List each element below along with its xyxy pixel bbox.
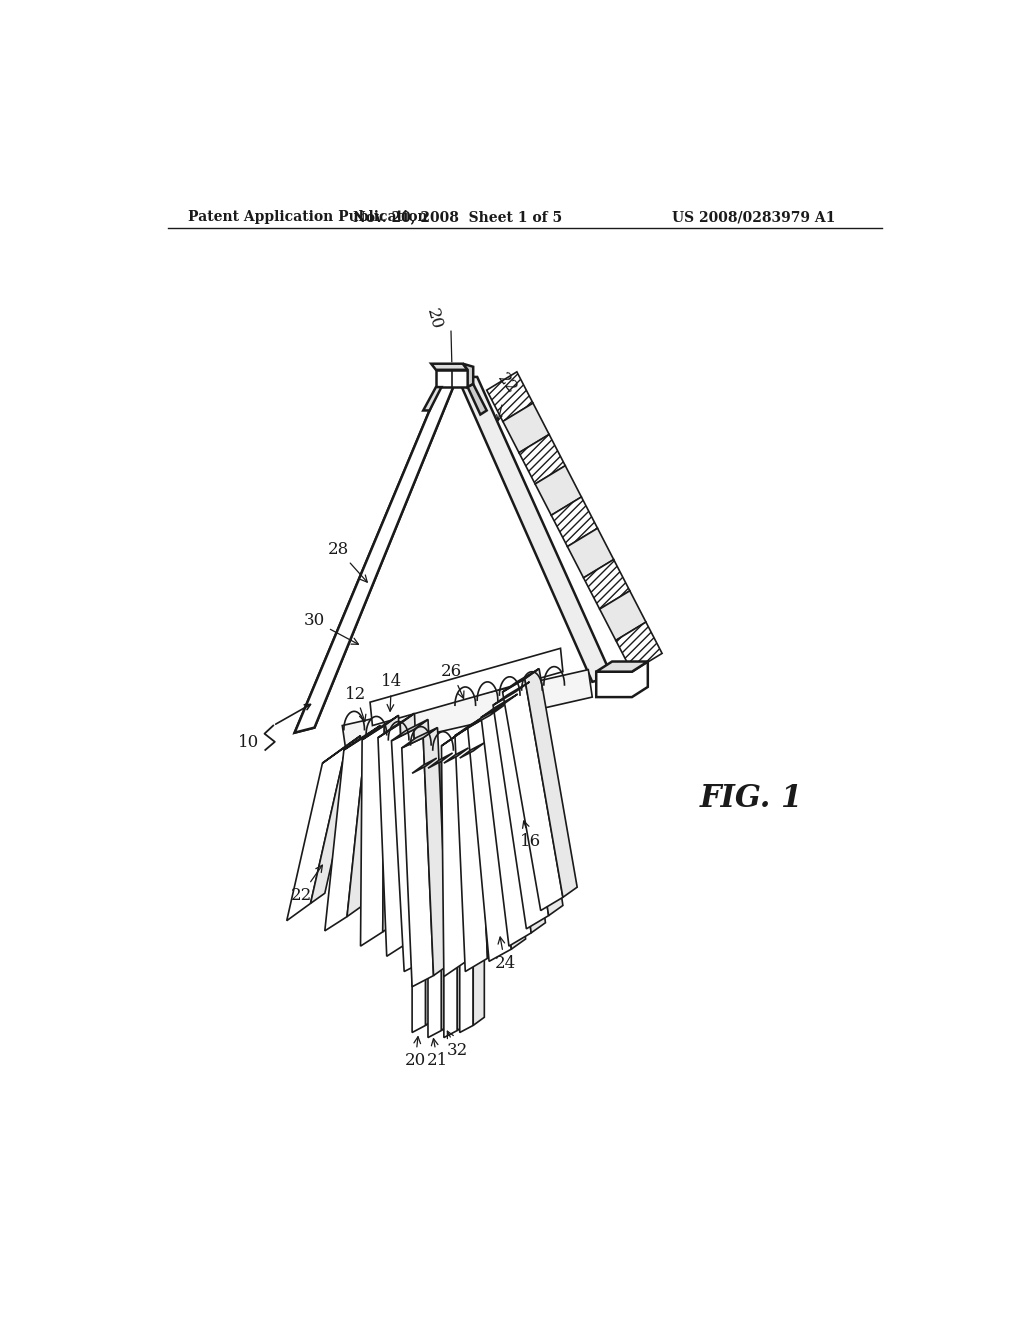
Polygon shape (460, 751, 473, 1032)
Text: 16: 16 (520, 821, 541, 850)
Polygon shape (473, 743, 484, 1026)
Polygon shape (494, 692, 549, 929)
Polygon shape (342, 669, 592, 752)
Polygon shape (325, 735, 367, 931)
Text: 22: 22 (495, 371, 520, 397)
Polygon shape (431, 364, 468, 370)
Polygon shape (481, 704, 531, 946)
Polygon shape (295, 378, 458, 733)
Polygon shape (423, 387, 441, 411)
Polygon shape (378, 723, 409, 956)
Polygon shape (615, 622, 663, 672)
Text: 32: 32 (446, 1031, 468, 1059)
Polygon shape (412, 758, 436, 774)
Polygon shape (383, 715, 398, 932)
Polygon shape (401, 727, 437, 748)
Polygon shape (443, 756, 458, 1038)
Text: 26: 26 (441, 663, 464, 698)
Polygon shape (441, 730, 468, 977)
Polygon shape (600, 591, 646, 640)
Polygon shape (504, 694, 546, 933)
Polygon shape (436, 370, 468, 387)
Polygon shape (378, 713, 415, 738)
Text: US 2008/0283979 A1: US 2008/0283979 A1 (672, 210, 835, 224)
Polygon shape (489, 705, 525, 949)
Polygon shape (362, 715, 398, 739)
Polygon shape (503, 403, 549, 453)
Polygon shape (412, 766, 426, 1032)
Polygon shape (481, 694, 518, 718)
Polygon shape (295, 378, 458, 733)
Text: 28: 28 (328, 541, 368, 582)
Polygon shape (584, 560, 630, 609)
Polygon shape (503, 678, 563, 911)
Polygon shape (458, 378, 612, 682)
Polygon shape (494, 682, 529, 705)
Polygon shape (536, 466, 582, 515)
Polygon shape (551, 496, 598, 546)
Text: 30: 30 (304, 612, 358, 644)
Polygon shape (524, 669, 578, 898)
Polygon shape (468, 384, 486, 414)
Polygon shape (414, 719, 440, 961)
Text: 22: 22 (291, 865, 323, 904)
Polygon shape (401, 738, 433, 987)
Text: 20: 20 (404, 1036, 426, 1069)
Polygon shape (465, 719, 482, 961)
Text: 21: 21 (427, 1039, 449, 1069)
Polygon shape (455, 722, 487, 972)
Polygon shape (344, 726, 380, 750)
Polygon shape (468, 715, 511, 961)
Polygon shape (370, 648, 563, 726)
Polygon shape (468, 705, 504, 727)
Polygon shape (323, 735, 360, 763)
Polygon shape (360, 726, 384, 946)
Polygon shape (441, 719, 479, 746)
Polygon shape (426, 758, 436, 1026)
Polygon shape (310, 735, 360, 903)
Polygon shape (477, 713, 502, 958)
Polygon shape (458, 748, 468, 1031)
Polygon shape (428, 762, 441, 1038)
Text: 12: 12 (345, 685, 367, 722)
Text: 10: 10 (238, 734, 259, 751)
Polygon shape (596, 661, 648, 697)
Polygon shape (455, 713, 492, 735)
Polygon shape (443, 748, 468, 763)
Polygon shape (423, 727, 447, 975)
Text: Patent Application Publication: Patent Application Publication (187, 210, 427, 224)
Polygon shape (441, 752, 453, 1031)
Text: 24: 24 (495, 937, 516, 972)
Polygon shape (567, 528, 613, 578)
Polygon shape (391, 730, 426, 972)
Polygon shape (486, 372, 534, 421)
Text: 20: 20 (423, 306, 444, 331)
Polygon shape (596, 661, 648, 672)
Text: 14: 14 (381, 673, 402, 711)
Polygon shape (400, 713, 423, 942)
Polygon shape (428, 752, 453, 768)
Text: FIG. 1: FIG. 1 (699, 783, 803, 814)
Polygon shape (391, 719, 428, 741)
Polygon shape (463, 364, 473, 387)
Polygon shape (347, 726, 380, 916)
Polygon shape (515, 682, 563, 916)
Polygon shape (460, 743, 484, 758)
Text: Nov. 20, 2008  Sheet 1 of 5: Nov. 20, 2008 Sheet 1 of 5 (353, 210, 562, 224)
Polygon shape (287, 746, 346, 921)
Polygon shape (519, 434, 565, 484)
Polygon shape (503, 669, 539, 692)
